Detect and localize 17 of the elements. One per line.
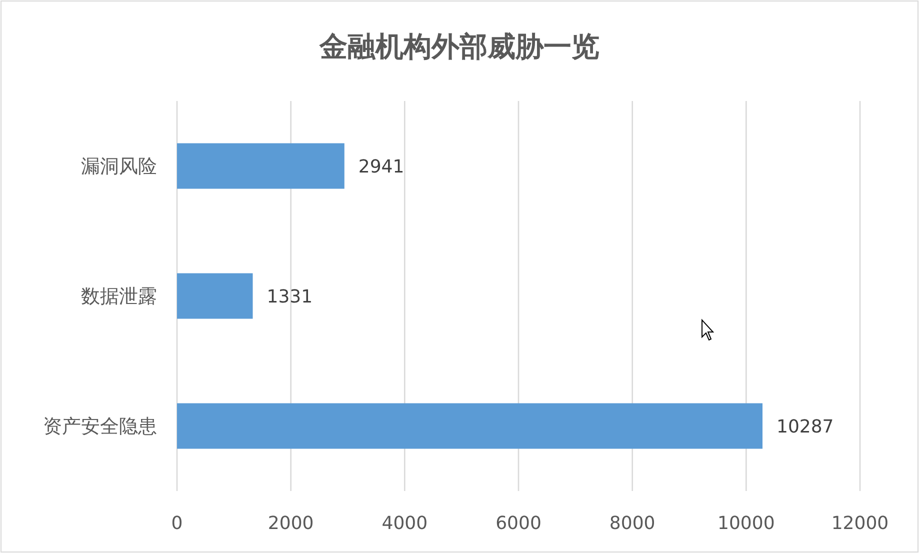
y-tick-label: 数据泄露 — [81, 286, 157, 308]
bar — [177, 143, 344, 189]
y-tick-label: 资产安全隐患 — [43, 416, 157, 438]
x-tick-label: 2000 — [268, 513, 314, 534]
x-tick-label: 6000 — [496, 513, 542, 534]
data-label: 10287 — [776, 416, 834, 438]
data-label: 2941 — [358, 156, 404, 178]
x-tick-label: 0 — [171, 513, 183, 534]
bar — [177, 403, 762, 449]
chart-title: 金融机构外部威胁一览 — [318, 30, 600, 63]
x-tick-label: 4000 — [382, 513, 428, 534]
x-tick-label: 12000 — [831, 513, 889, 534]
x-tick-label: 8000 — [609, 513, 656, 534]
y-tick-label: 漏洞风险 — [81, 156, 157, 178]
x-tick-label: 10000 — [718, 513, 775, 534]
data-label: 1331 — [266, 286, 313, 308]
bar — [177, 273, 253, 319]
